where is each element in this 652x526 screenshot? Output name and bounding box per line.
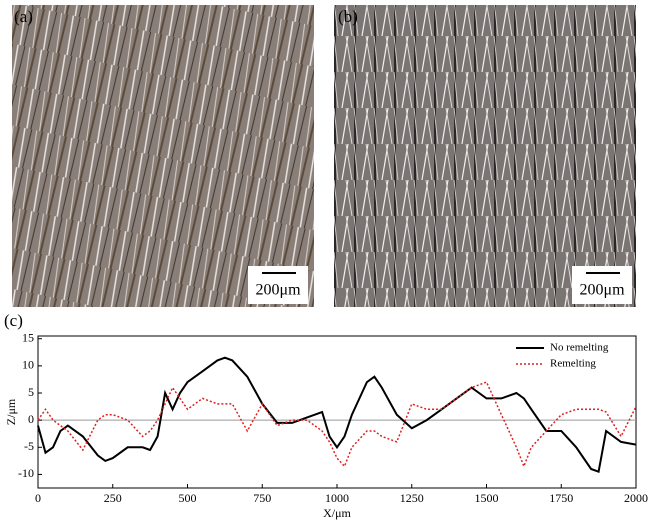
micrograph-a bbox=[12, 5, 314, 307]
x-axis-label: X/μm bbox=[323, 506, 351, 520]
scale-label: 200μm bbox=[579, 282, 625, 299]
y-tick-label: 10 bbox=[22, 358, 34, 372]
y-tick-label: -10 bbox=[18, 466, 34, 480]
x-tick-label: 1500 bbox=[475, 491, 499, 505]
x-tick-label: 750 bbox=[253, 491, 271, 505]
x-tick-label: 0 bbox=[35, 491, 41, 505]
x-tick-label: 1000 bbox=[325, 491, 349, 505]
y-tick-label: -5 bbox=[24, 439, 34, 453]
x-tick-label: 1750 bbox=[549, 491, 573, 505]
plot-frame bbox=[37, 335, 637, 489]
legend-label: Remelting bbox=[550, 358, 596, 370]
y-tick-label: 15 bbox=[22, 330, 34, 344]
x-tick-label: 1250 bbox=[400, 491, 424, 505]
x-tick-label: 250 bbox=[104, 491, 122, 505]
panel-label: (a) bbox=[14, 7, 33, 26]
x-tick-label: 2000 bbox=[624, 491, 648, 505]
y-tick-label: 5 bbox=[28, 385, 34, 399]
panel-label: (b) bbox=[338, 7, 358, 26]
scale-label: 200μm bbox=[255, 282, 301, 299]
legend-label: No remelting bbox=[550, 342, 609, 354]
panel-label: (c) bbox=[4, 311, 23, 330]
series-line bbox=[37, 356, 637, 474]
series-line bbox=[37, 381, 637, 469]
x-tick-label: 500 bbox=[179, 491, 197, 505]
y-axis-label: Z/μm bbox=[4, 398, 18, 425]
micrograph-b bbox=[334, 5, 636, 307]
y-tick-label: 0 bbox=[28, 412, 34, 426]
